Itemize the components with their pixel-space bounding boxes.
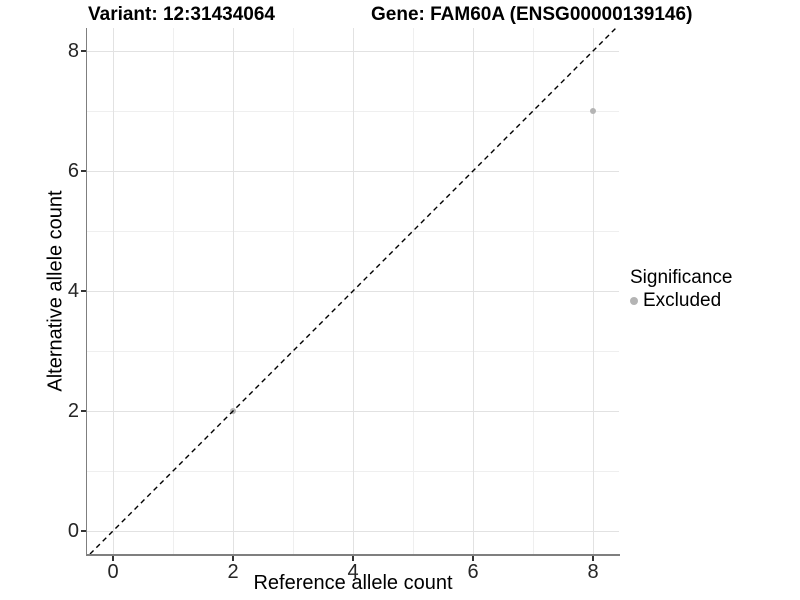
legend-title: Significance — [630, 267, 733, 288]
x-axis-tick-label: 8 — [587, 561, 599, 583]
y-axis-tick — [81, 50, 86, 52]
x-axis-tick — [352, 556, 354, 561]
y-axis-label: Alternative allele count — [44, 190, 67, 392]
x-axis-tick-label: 0 — [107, 561, 119, 583]
legend: Significance Excluded — [630, 267, 732, 312]
legend-item-label: Excluded — [643, 290, 722, 311]
legend-item-excluded: Excluded — [630, 290, 732, 312]
y-axis-tick — [81, 530, 86, 532]
x-axis-tick-label: 6 — [467, 561, 479, 583]
plot-panel — [87, 28, 619, 554]
y-axis-tick-label: 8 — [67, 40, 79, 62]
x-axis-tick-label: 4 — [347, 561, 359, 583]
data-point — [590, 108, 596, 114]
y-axis-tick-label: 0 — [67, 520, 79, 542]
x-axis-label: Reference allele count — [253, 572, 453, 594]
x-axis-line — [86, 554, 620, 556]
y-axis-tick-label: 4 — [67, 280, 79, 302]
plot-title-gene: Gene: FAM60A (ENSG00000139146) — [371, 4, 693, 25]
y-axis-tick — [81, 410, 86, 412]
x-axis-tick — [232, 556, 234, 561]
grid-major-horizontal — [87, 410, 619, 412]
grid-major-horizontal — [87, 170, 619, 172]
x-axis-tick — [472, 556, 474, 561]
legend-key-dot — [630, 297, 638, 305]
x-axis-tick — [112, 556, 114, 561]
x-axis-tick-label: 2 — [227, 561, 239, 583]
y-axis-tick — [81, 290, 86, 292]
plot-title-variant: Variant: 12:31434064 — [88, 4, 275, 25]
y-axis-tick-label: 2 — [67, 400, 79, 422]
grid-major-horizontal — [87, 290, 619, 292]
data-point — [230, 408, 236, 414]
grid-major-horizontal — [87, 50, 619, 52]
x-axis-tick — [592, 556, 594, 561]
y-axis-tick — [81, 170, 86, 172]
y-axis-tick-label: 6 — [67, 160, 79, 182]
grid-major-horizontal — [87, 530, 619, 532]
